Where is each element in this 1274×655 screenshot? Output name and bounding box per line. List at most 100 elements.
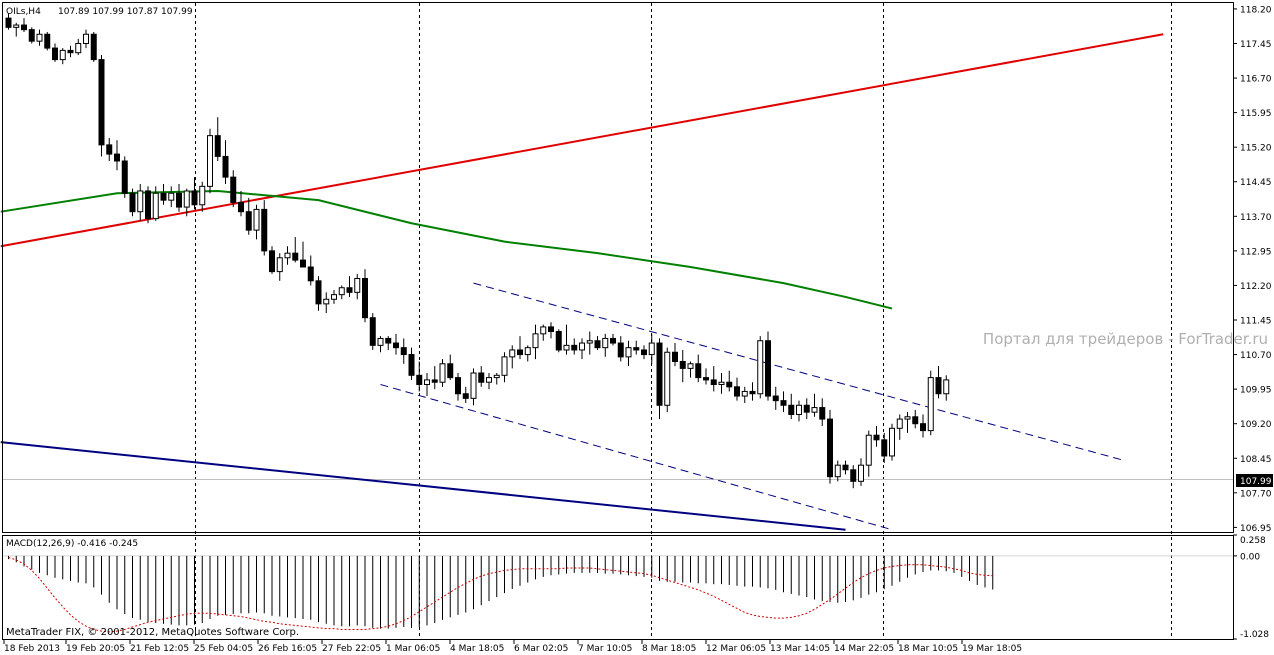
channel-upper[interactable] (473, 282, 1125, 462)
candle (230, 170, 237, 208)
candle (447, 354, 454, 380)
time-tick-label: 25 Feb 04:05 (194, 644, 253, 654)
candle (121, 156, 128, 198)
bear-candle-body (617, 342, 624, 358)
bull-candle-body (687, 363, 694, 369)
price-tick-label: 110.70 (1240, 351, 1272, 361)
candle (261, 200, 268, 256)
bear-candle-body (548, 326, 554, 333)
bear-candle-body (703, 377, 709, 381)
bull-candle-body (439, 363, 446, 383)
time-tick-label: 1 Mar 06:05 (386, 644, 440, 654)
candle (199, 181, 206, 212)
candle (331, 290, 337, 304)
bull-candle-body (331, 294, 337, 300)
bear-candle-body (431, 379, 438, 383)
candle (59, 48, 66, 65)
bear-candle-body (765, 340, 771, 397)
bear-candle-body (447, 363, 454, 379)
bear-candle-body (222, 155, 229, 178)
candle (393, 333, 399, 355)
candle (106, 137, 113, 161)
bear-candle-body (269, 250, 275, 273)
candle (300, 241, 306, 268)
candle (431, 366, 438, 390)
bull-candle-body (904, 416, 911, 420)
candle (718, 373, 725, 394)
price-tick-label: 118.20 (1240, 5, 1272, 15)
candle (354, 273, 361, 300)
bull-candle-body (943, 379, 950, 395)
candle (672, 343, 678, 367)
bear-candle-body (191, 190, 198, 206)
bear-candle-body (230, 176, 237, 203)
candle (641, 345, 647, 360)
bear-candle-body (726, 381, 733, 388)
time-tick-label: 12 Mar 06:05 (706, 644, 766, 654)
candle (90, 31, 97, 62)
candle (67, 45, 74, 58)
bear-candle-body (610, 337, 616, 344)
bear-candle-body (160, 192, 167, 201)
candle (927, 370, 934, 436)
candle (408, 347, 415, 380)
candle (253, 204, 260, 240)
bull-candle-body (896, 418, 903, 429)
candle (625, 340, 632, 367)
price-tick-label: 112.95 (1240, 247, 1272, 257)
macd-tick-label: 0.258 (1240, 536, 1266, 546)
candle (850, 465, 857, 489)
candle (896, 414, 903, 440)
bear-candle-body (780, 400, 787, 406)
candle (400, 338, 407, 364)
candle (152, 186, 159, 221)
watermark: Портал для трейдеров - ForTrader.ru (983, 330, 1268, 348)
bear-candle-body (912, 416, 919, 425)
candle (509, 345, 516, 369)
macd-pane[interactable] (3, 555, 1233, 633)
candle (292, 237, 299, 263)
time-tick-label: 26 Feb 16:05 (258, 644, 317, 654)
bull-candle-body (858, 464, 864, 482)
bull-candle-body (540, 326, 547, 335)
channel-lower[interactable] (380, 384, 893, 531)
candle (462, 386, 469, 403)
candle (873, 426, 880, 447)
bear-candle-body (710, 379, 717, 386)
price-tick-label: 109.95 (1240, 386, 1272, 396)
macd-pane-frame (2, 535, 1234, 640)
bear-candle-body (307, 266, 314, 282)
candle (540, 324, 547, 341)
bull-candle-body (199, 185, 206, 206)
time-tick-label: 6 Mar 02:05 (514, 644, 568, 654)
candle (610, 333, 616, 346)
bear-candle-body (44, 33, 51, 49)
candle (548, 322, 554, 339)
bear-candle-body (850, 469, 857, 482)
candle (788, 393, 795, 420)
bull-candle-body (602, 337, 609, 349)
bull-candle-body (276, 257, 283, 273)
bear-candle-body (641, 349, 647, 356)
macd-label: MACD(12,26,9) -0.416 -0.245 (6, 539, 138, 549)
blue-line[interactable] (0, 441, 846, 531)
price-tick-label: 115.95 (1240, 109, 1272, 119)
bear-candle-body (369, 317, 376, 346)
bull-candle-body (253, 208, 260, 231)
candle (493, 373, 500, 385)
bear-candle-body (52, 47, 58, 61)
bear-candle-body (827, 418, 833, 478)
red-trendline[interactable] (0, 33, 1164, 248)
candle (579, 338, 585, 360)
bear-candle-body (672, 351, 678, 362)
candle (734, 377, 740, 401)
candle (338, 285, 345, 300)
candle (269, 246, 275, 274)
candle (44, 31, 51, 51)
chart-header-symbol: OILs,H4 (6, 7, 41, 17)
bull-candle-body (927, 377, 934, 432)
bear-candle-body (346, 287, 353, 293)
candle (617, 336, 624, 362)
main-price-pane[interactable] (0, 13, 1233, 531)
